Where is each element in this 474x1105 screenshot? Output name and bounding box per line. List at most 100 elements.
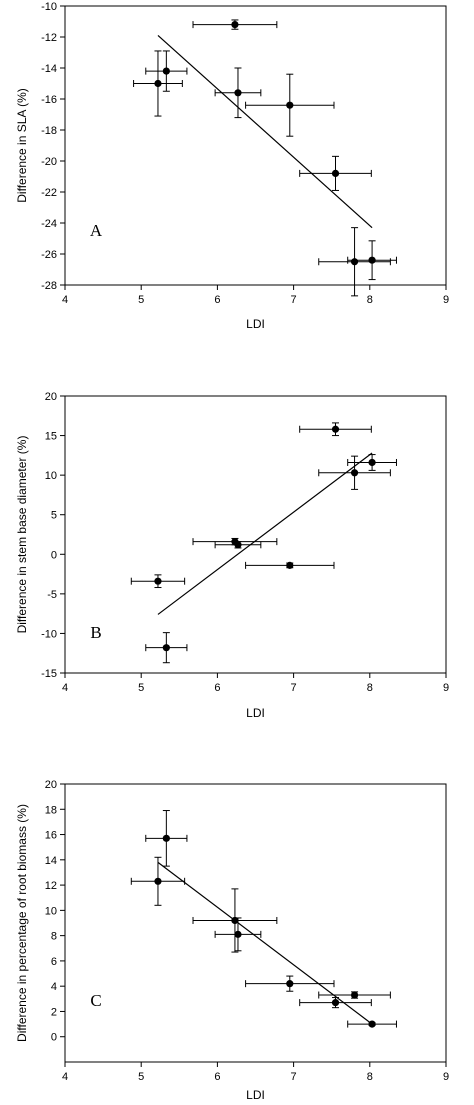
- chart-b-marker: [162, 644, 170, 652]
- chart-b-regression-line: [157, 452, 373, 615]
- chart-b-y-tick-label: 20: [45, 391, 57, 403]
- chart-b-y-tick-label: 0: [51, 549, 57, 561]
- chart-c-regression-line: [157, 861, 373, 1025]
- chart-a-x-tick-label: 8: [367, 294, 373, 306]
- chart-c-y-tick-label: 8: [51, 931, 57, 943]
- chart-b-x-tick-label: 9: [443, 682, 449, 694]
- chart-a-data-point-4: [214, 67, 262, 119]
- chart-b-y-tick-label: 10: [45, 470, 57, 482]
- chart-a-data-point-5: [245, 73, 335, 137]
- chart-a-y-tick-label: -28: [41, 280, 57, 292]
- chart-c-data-point-8: [347, 1020, 397, 1028]
- chart-c-data-point-4: [214, 917, 262, 952]
- chart-c-data-point-3: [192, 888, 278, 953]
- chart-b-marker: [154, 577, 162, 585]
- chart-a-marker: [162, 67, 170, 75]
- chart-c-x-tick-label: 5: [138, 1071, 144, 1083]
- chart-b-marker: [234, 541, 242, 549]
- chart-b-data-point-3: [318, 455, 391, 490]
- chart-a-y-tick-label: -22: [41, 187, 57, 199]
- chart-a-regression-line: [157, 35, 373, 229]
- chart-c-y-tick-label: 10: [45, 905, 57, 917]
- chart-b-marker: [350, 469, 359, 477]
- chart-c-marker: [231, 916, 239, 925]
- chart-c-marker: [286, 980, 294, 988]
- chart-a-y-tick-label: -12: [41, 32, 57, 44]
- chart-c-x-tick-label: 8: [367, 1071, 373, 1083]
- chart-c-data-point-2: [130, 856, 186, 906]
- chart-a-y-tick-label: -26: [41, 249, 57, 261]
- chart-c-data-point-1: [145, 810, 188, 867]
- chart-c-x-tick-label: 4: [62, 1071, 68, 1083]
- chart-a-x-tick-label: 9: [443, 294, 449, 306]
- chart-a-y-tick-label: -10: [41, 1, 57, 13]
- chart-b-x-tick-label: 4: [62, 682, 68, 694]
- chart-a-marker: [331, 169, 340, 177]
- chart-b-group: 4 5 6 7 8 9 -15 -10 -5 0 5 10 15 20 LDI Difference in s…: [15, 391, 449, 720]
- chart-a-data-point-3: [133, 50, 183, 117]
- chart-a-x-tick-label: 7: [291, 294, 297, 306]
- chart-a-data-point-2: [145, 50, 188, 92]
- chart-a-group: 4 5 6 7 8 9 -28 -26 -24 -22 -20 -18 -16 -14 -12 -10 LDI D…: [15, 1, 449, 331]
- chart-b-plot-frame: [64, 395, 447, 674]
- chart-a-data-point-7: [318, 227, 391, 297]
- chart-a-marker: [234, 89, 242, 97]
- chart-b-y-tick-label: 5: [51, 510, 57, 522]
- chart-a-y-tick-label: -14: [41, 63, 57, 75]
- chart-c-marker: [234, 930, 242, 938]
- chart-b-marker: [368, 458, 376, 467]
- chart-a-y-tick-label: -16: [41, 94, 57, 106]
- chart-a-marker: [368, 256, 376, 264]
- chart-c-marker: [154, 877, 162, 885]
- chart-c-marker: [331, 999, 340, 1007]
- chart-a-data-point-6: [299, 155, 372, 191]
- chart-c-data-point-6: [318, 991, 391, 999]
- chart-a-data-point-8: [347, 240, 397, 281]
- chart-c-x-tick-label: 6: [214, 1071, 220, 1083]
- chart-a-y-tick-label: -24: [41, 218, 57, 230]
- chart-a-x-tick-label: 4: [62, 294, 68, 306]
- chart-a-marker: [154, 79, 162, 88]
- chart-c-y-tick-label: 20: [45, 779, 57, 791]
- chart-b-marker: [286, 561, 294, 569]
- chart-a-y-tick-label: -18: [41, 125, 57, 137]
- chart-b-y-axis-label: Difference in stem base diameter (%): [15, 436, 29, 634]
- chart-c-group: 4 5 6 7 8 9 0 2 4 6 8 10 12 14 16 18 20 LDI Difference in …: [15, 779, 449, 1102]
- chart-c-y-tick-label: 4: [51, 981, 57, 993]
- chart-b-x-tick-label: 7: [291, 682, 297, 694]
- chart-b-x-tick-label: 5: [138, 682, 144, 694]
- chart-c-x-tick-label: 7: [291, 1071, 297, 1083]
- chart-b-marker: [331, 425, 340, 433]
- chart-c-y-tick-label: 18: [45, 804, 57, 816]
- chart-c-y-tick-label: 0: [51, 1032, 57, 1044]
- chart-c-plot-frame: [64, 783, 447, 1063]
- chart-c-x-tick-label: 9: [443, 1071, 449, 1083]
- chart-a-plot-frame: [64, 5, 447, 286]
- chart-b-y-tick-label: -10: [41, 628, 57, 640]
- chart-c-y-tick-label: 16: [45, 830, 57, 842]
- chart-a-marker: [350, 258, 359, 266]
- chart-c-y-tick-label: 12: [45, 880, 57, 892]
- chart-a-data-point-1: [192, 19, 278, 30]
- chart-b-x-axis-label: LDI: [246, 706, 265, 720]
- chart-b-x-tick-label: 8: [367, 682, 373, 694]
- chart-b-data-point-5: [214, 541, 262, 549]
- chart-b-panel-label: B: [90, 623, 101, 642]
- chart-c-y-axis-label: Difference in percentage of root biomass…: [15, 804, 29, 1042]
- chart-b-data-point-2: [347, 454, 397, 471]
- chart-a-x-axis-label: LDI: [246, 317, 265, 331]
- chart-b-data-point-1: [299, 422, 372, 437]
- chart-b-y-tick-label: 15: [45, 431, 57, 443]
- chart-a-y-axis-label: Difference in SLA (%): [15, 88, 29, 203]
- chart-c-panel-label: C: [90, 991, 101, 1010]
- chart-b-data-point-8: [145, 632, 188, 664]
- chart-a-x-tick-label: 5: [138, 294, 144, 306]
- chart-a-x-tick-label: 6: [214, 294, 220, 306]
- chart-a-panel-label: A: [90, 221, 103, 240]
- chart-c-y-tick-label: 2: [51, 1006, 57, 1018]
- chart-a-marker: [286, 101, 294, 109]
- chart-c-y-tick-label: 14: [45, 855, 57, 867]
- chart-c-marker: [350, 991, 359, 999]
- chart-b-x-tick-label: 6: [214, 682, 220, 694]
- chart-c-marker: [368, 1020, 376, 1028]
